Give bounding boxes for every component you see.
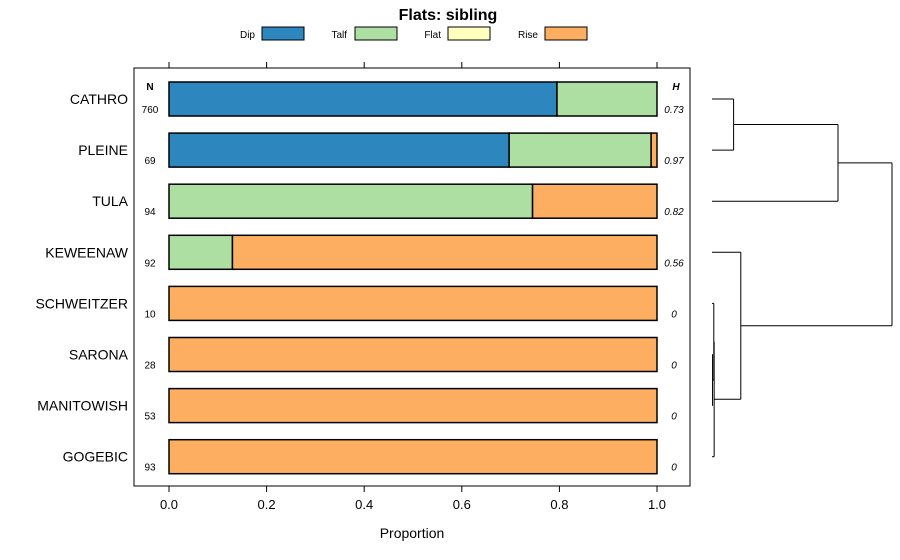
bar-segment-pleine-rise — [650, 132, 658, 168]
h-value-keweenaw: 0.56 — [664, 258, 684, 269]
x-axis: 0.0 0.2 0.4 0.6 0.8 1.0 — [160, 62, 666, 512]
n-value-gogebic: 93 — [144, 463, 156, 474]
legend-label-flat: Flat — [424, 30, 441, 41]
x-tick-label: 0.4 — [355, 497, 373, 512]
legend-label-dip: Dip — [240, 30, 255, 41]
legend-swatch-dip — [261, 26, 305, 41]
x-tick-label: 0.2 — [258, 497, 276, 512]
category-label-keweenaw: KEWEENAW — [45, 244, 128, 260]
n-value-sarona: 28 — [144, 361, 156, 372]
bar-segment-tula-rise — [531, 183, 658, 219]
n-value-tula: 94 — [144, 207, 156, 218]
legend-label-rise: Rise — [518, 30, 538, 41]
x-tick-label: 0.6 — [453, 497, 471, 512]
bar-segment-pleine-talf — [508, 132, 652, 168]
h-value-pleine: 0.97 — [664, 156, 684, 167]
x-tick-label: 0.0 — [160, 497, 178, 512]
bar-segment-schweitzer-rise — [168, 285, 658, 322]
category-label-sarona: SARONA — [69, 347, 129, 363]
bar-segment-keweenaw-rise — [231, 234, 658, 271]
legend-swatch-rise — [544, 26, 588, 41]
bar-segment-gogebic-rise — [168, 438, 658, 475]
bar-segment-cathro-talf — [556, 81, 658, 117]
category-label-gogebic: GOGEBIC — [63, 449, 128, 465]
h-value-schweitzer: 0 — [671, 309, 677, 320]
bar-segment-manitowish-rise — [168, 387, 658, 424]
n-value-cathro: 760 — [142, 105, 159, 116]
category-label-manitowish: MANITOWISH — [37, 398, 128, 414]
x-tick-label: 1.0 — [648, 497, 666, 512]
n-value-pleine: 69 — [144, 156, 156, 167]
h-value-tula: 0.82 — [664, 207, 684, 218]
h-value-cathro: 0.73 — [664, 105, 684, 116]
x-axis-title: Proportion — [380, 525, 445, 541]
category-label-tula: TULA — [92, 193, 128, 209]
legend-swatch-talf — [354, 26, 398, 41]
plot-panel — [133, 67, 691, 487]
legend-swatch-flat — [447, 26, 491, 41]
h-value-sarona: 0 — [671, 361, 677, 372]
h-value-manitowish: 0 — [671, 412, 677, 423]
h-column-header: H — [672, 82, 680, 93]
legend-label-talf: Talf — [331, 30, 347, 41]
bar-segment-keweenaw-talf — [168, 234, 234, 271]
n-value-manitowish: 53 — [144, 412, 156, 423]
legend: Dip Talf Flat Rise — [240, 26, 588, 41]
chart-title: Flats: sibling — [399, 7, 498, 24]
bar-group — [168, 81, 658, 475]
bar-segment-cathro-dip — [168, 81, 558, 117]
n-value-keweenaw: 92 — [144, 258, 156, 269]
category-label-cathro: CATHRO — [70, 91, 128, 107]
n-column-header: N — [146, 82, 153, 93]
h-value-gogebic: 0 — [671, 463, 677, 474]
category-label-pleine: PLEINE — [78, 142, 128, 158]
n-value-schweitzer: 10 — [144, 309, 156, 320]
bar-segment-pleine-dip — [168, 132, 510, 168]
bar-segment-sarona-rise — [168, 336, 658, 373]
x-tick-label: 0.8 — [550, 497, 568, 512]
dendrogram — [712, 98, 893, 458]
category-label-schweitzer: SCHWEITZER — [35, 295, 128, 311]
bar-segment-tula-talf — [168, 183, 534, 219]
category-labels: CATHRO 760 0.73 PLEINE 69 0.97 TULA 94 0.82 KEWEE… — [35, 91, 684, 474]
